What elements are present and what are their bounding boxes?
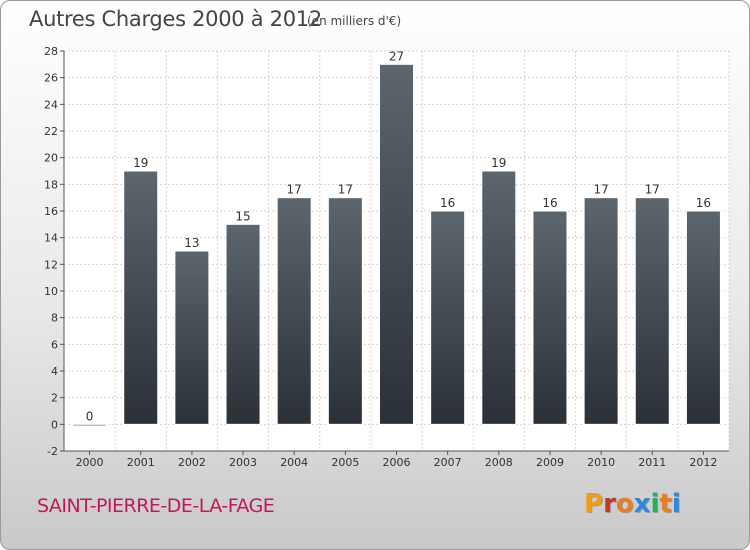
logo-letter: P bbox=[584, 489, 604, 519]
x-tick-label: 2012 bbox=[689, 456, 717, 469]
axes bbox=[60, 50, 729, 455]
logo-letter: x bbox=[633, 489, 651, 519]
x-tick-label: 2002 bbox=[178, 456, 206, 469]
data-label: 19 bbox=[133, 156, 148, 170]
chart-title: Autres Charges 2000 à 2012 bbox=[29, 7, 322, 31]
y-tick-label: 26 bbox=[44, 72, 58, 85]
bar bbox=[225, 223, 261, 425]
y-tick-label: 28 bbox=[44, 45, 58, 58]
data-label: 0 bbox=[86, 409, 94, 423]
y-tick-label: 6 bbox=[51, 338, 58, 351]
bar bbox=[379, 63, 414, 425]
data-label: 27 bbox=[389, 49, 404, 63]
bar bbox=[532, 210, 568, 425]
y-tick-label: 8 bbox=[51, 312, 58, 325]
bar bbox=[123, 170, 159, 425]
bar bbox=[276, 197, 312, 425]
labels: -202468101214161820222426280200019200113… bbox=[44, 45, 717, 469]
y-tick-label: 20 bbox=[44, 152, 58, 165]
bars bbox=[72, 63, 721, 427]
y-tick-label: 18 bbox=[44, 178, 58, 191]
data-label: 17 bbox=[338, 183, 353, 197]
y-tick-label: 2 bbox=[51, 392, 58, 405]
data-label: 19 bbox=[491, 156, 506, 170]
x-tick-label: 2003 bbox=[229, 456, 257, 469]
y-tick-label: 24 bbox=[44, 98, 58, 111]
logo-letter: i bbox=[671, 489, 681, 519]
data-label: 17 bbox=[645, 183, 660, 197]
bar bbox=[583, 197, 619, 425]
y-tick-label: 0 bbox=[51, 418, 58, 431]
x-tick-label: 2005 bbox=[331, 456, 359, 469]
y-tick-label: 16 bbox=[44, 205, 58, 218]
x-tick-label: 2001 bbox=[127, 456, 155, 469]
y-tick-label: 14 bbox=[44, 232, 58, 245]
bar bbox=[72, 423, 108, 427]
commune-name: SAINT-PIERRE-DE-LA-FAGE bbox=[37, 495, 275, 517]
x-tick-label: 2009 bbox=[536, 456, 564, 469]
data-label: 17 bbox=[593, 183, 608, 197]
data-label: 16 bbox=[542, 196, 557, 210]
y-tick-label: 22 bbox=[44, 125, 58, 138]
x-tick-label: 2008 bbox=[485, 456, 513, 469]
x-tick-label: 2004 bbox=[280, 456, 308, 469]
bar bbox=[174, 250, 210, 425]
logo-letter: t bbox=[659, 489, 672, 519]
data-label: 16 bbox=[696, 196, 711, 210]
proxiti-logo[interactable]: Proxiti bbox=[584, 489, 681, 519]
logo-letter: r bbox=[603, 489, 616, 519]
bar bbox=[634, 197, 670, 425]
chart-subtitle: (en milliers d'€) bbox=[307, 14, 402, 28]
logo-letter: i bbox=[650, 489, 660, 519]
data-label: 13 bbox=[184, 236, 199, 250]
y-tick-label: -2 bbox=[47, 445, 58, 458]
x-tick-label: 2007 bbox=[434, 456, 462, 469]
x-tick-label: 2010 bbox=[587, 456, 615, 469]
data-label: 16 bbox=[440, 196, 455, 210]
x-tick-label: 2006 bbox=[383, 456, 411, 469]
logo-letter: o bbox=[615, 489, 634, 519]
x-tick-label: 2011 bbox=[638, 456, 666, 469]
bar bbox=[327, 197, 363, 425]
data-label: 15 bbox=[235, 209, 250, 223]
bar bbox=[430, 210, 466, 425]
y-tick-label: 4 bbox=[51, 365, 58, 378]
bar bbox=[685, 210, 721, 425]
data-label: 17 bbox=[287, 183, 302, 197]
y-tick-label: 10 bbox=[44, 285, 58, 298]
x-tick-label: 2000 bbox=[76, 456, 104, 469]
bar bbox=[481, 170, 517, 425]
y-tick-label: 12 bbox=[44, 258, 58, 271]
